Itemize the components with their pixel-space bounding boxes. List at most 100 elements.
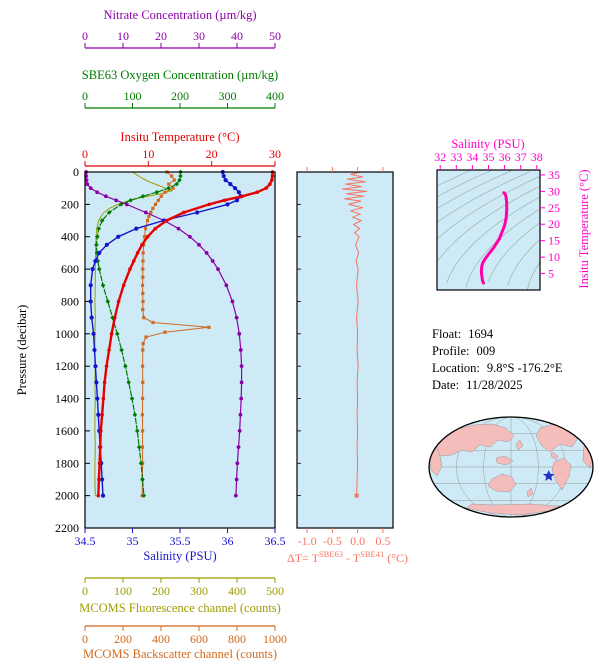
svg-text:36: 36 <box>222 534 234 548</box>
svg-text:35: 35 <box>127 534 139 548</box>
oxygen-axis-title: SBE63 Oxygen Concentration (µm/kg) <box>81 68 279 82</box>
oxygen-axis: 0 100 200 300 400 <box>82 89 284 109</box>
svg-text:15: 15 <box>548 234 560 248</box>
svg-text:32: 32 <box>434 150 446 164</box>
float-location-star <box>543 470 555 481</box>
ts-temperature-axis-title: Insitu Temperature (°C) <box>576 169 591 289</box>
svg-text:2200: 2200 <box>55 521 79 535</box>
plot-backgrounds <box>85 170 540 528</box>
world-map <box>428 416 594 518</box>
svg-text:30: 30 <box>269 147 281 161</box>
svg-text:20: 20 <box>155 29 167 43</box>
pressure-axis-title: Pressure (decibar) <box>14 304 29 396</box>
fluorescence-axis-title: MCOMS Fluorescence channel (counts) <box>79 601 281 615</box>
svg-text:-0.5: -0.5 <box>323 534 342 548</box>
svg-text:2000: 2000 <box>55 489 79 503</box>
delta-t-axis-title: ΔT= TSBE63 - TSBE41 (°C) <box>260 549 435 566</box>
profile-row: Profile: 009 <box>432 344 563 359</box>
svg-text:50: 50 <box>269 29 281 43</box>
svg-text:30: 30 <box>193 29 205 43</box>
salinity-axis: 34.5 35 35.5 36 36.5 <box>75 528 286 548</box>
profile-label: Profile: <box>432 344 470 358</box>
svg-text:200: 200 <box>114 632 132 646</box>
series-delta-t <box>342 171 368 498</box>
delta-t-label-sup2: SBE41 <box>360 549 385 559</box>
delta-t-label-sup1: SBE63 <box>318 549 344 559</box>
svg-text:1800: 1800 <box>55 456 79 470</box>
series-temperature <box>96 170 275 498</box>
svg-text:34: 34 <box>466 150 478 164</box>
svg-text:5: 5 <box>548 267 554 281</box>
svg-text:300: 300 <box>219 89 237 103</box>
svg-text:1000: 1000 <box>263 632 287 646</box>
pressure-axis: 0 200 400 600 800 1000 1200 1400 1600 1800 2000 220… <box>55 165 301 535</box>
svg-text:400: 400 <box>228 584 246 598</box>
ts-salinity-axis: 32 33 34 35 36 37 38 <box>434 150 543 170</box>
backscatter-axis: 0 200 400 600 800 1000 <box>82 625 287 646</box>
svg-text:500: 500 <box>266 584 284 598</box>
svg-text:36.5: 36.5 <box>265 534 286 548</box>
float-id-label: Float: <box>432 327 462 341</box>
svg-text:30: 30 <box>548 184 560 198</box>
date-label: Date: <box>432 378 460 392</box>
float-info: Float: 1694 Profile: 009 Location: 9.8°S -1… <box>432 327 563 395</box>
location-label: Location: <box>432 361 480 375</box>
date-value: 11/28/2025 <box>466 378 523 392</box>
svg-text:0: 0 <box>82 29 88 43</box>
profile-value: 009 <box>476 344 496 358</box>
svg-text:1200: 1200 <box>55 359 79 373</box>
float-id-value: 1694 <box>468 327 494 341</box>
svg-text:400: 400 <box>61 230 79 244</box>
svg-text:0: 0 <box>82 632 88 646</box>
series-t-s-profile <box>479 191 509 285</box>
svg-text:100: 100 <box>114 584 132 598</box>
svg-text:10: 10 <box>117 29 129 43</box>
location-value: 9.8°S -176.2°E <box>486 361 563 375</box>
date-row: Date: 11/28/2025 <box>432 378 563 393</box>
svg-text:20: 20 <box>206 147 218 161</box>
delta-t-label-suffix: (°C) <box>384 551 409 565</box>
svg-text:1400: 1400 <box>55 392 79 406</box>
float-id-row: Float: 1694 <box>432 327 563 342</box>
svg-text:35: 35 <box>483 150 495 164</box>
svg-text:35: 35 <box>548 168 560 182</box>
nitrate-axis: 0 10 20 30 40 50 <box>82 29 281 49</box>
svg-text:200: 200 <box>61 197 79 211</box>
svg-text:0.5: 0.5 <box>375 534 390 548</box>
svg-text:400: 400 <box>152 632 170 646</box>
svg-text:10: 10 <box>142 147 154 161</box>
svg-text:600: 600 <box>61 262 79 276</box>
location-row: Location: 9.8°S -176.2°E <box>432 361 563 376</box>
svg-text:37: 37 <box>515 150 527 164</box>
backscatter-axis-title: MCOMS Backscatter channel (counts) <box>82 647 278 661</box>
temperature-axis: 0 10 20 30 <box>82 147 281 167</box>
delta-t-label-prefix: ΔT= T <box>286 551 319 565</box>
svg-text:400: 400 <box>266 89 284 103</box>
delta-t-axis: -1.0 -0.5 0.0 0.5 <box>298 167 390 548</box>
svg-text:-1.0: -1.0 <box>298 534 317 548</box>
svg-text:33: 33 <box>450 150 462 164</box>
salinity-axis-title: Salinity (PSU) <box>143 549 217 563</box>
svg-text:0: 0 <box>73 165 79 179</box>
svg-text:36: 36 <box>499 150 511 164</box>
svg-text:35.5: 35.5 <box>170 534 191 548</box>
ts-temperature-axis: 5 10 15 20 25 30 35 <box>540 168 560 281</box>
svg-text:40: 40 <box>231 29 243 43</box>
svg-text:34.5: 34.5 <box>75 534 96 548</box>
svg-text:200: 200 <box>171 89 189 103</box>
fluorescence-axis: 0 100 200 300 400 500 <box>82 577 284 598</box>
svg-text:300: 300 <box>190 584 208 598</box>
svg-text:38: 38 <box>531 150 543 164</box>
svg-text:0: 0 <box>82 584 88 598</box>
delta-t-label-mid: - T <box>343 551 361 565</box>
svg-text:800: 800 <box>228 632 246 646</box>
svg-text:100: 100 <box>124 89 142 103</box>
nitrate-axis-title: Nitrate Concentration (µm/kg) <box>103 8 257 22</box>
density-contours <box>436 169 541 291</box>
svg-text:20: 20 <box>548 217 560 231</box>
svg-text:200: 200 <box>152 584 170 598</box>
svg-text:600: 600 <box>190 632 208 646</box>
svg-text:0: 0 <box>82 147 88 161</box>
